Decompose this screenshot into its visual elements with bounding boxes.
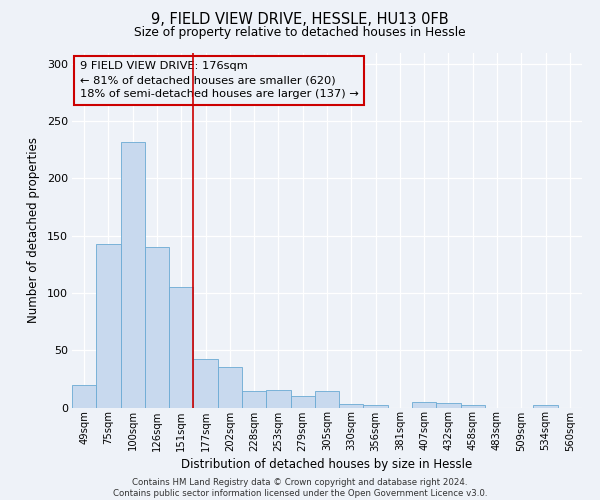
Bar (290, 396, 315, 407)
Bar (96, 244, 121, 408)
Bar (218, 368, 242, 408)
Text: 9 FIELD VIEW DRIVE: 176sqm
← 81% of detached houses are smaller (620)
18% of sem: 9 FIELD VIEW DRIVE: 176sqm ← 81% of deta… (80, 62, 358, 100)
Bar (533, 405, 558, 407)
Bar (364, 405, 388, 407)
Bar (169, 288, 193, 408)
Bar (339, 404, 364, 407)
Bar (315, 392, 339, 407)
Bar (193, 360, 218, 408)
Text: Size of property relative to detached houses in Hessle: Size of property relative to detached ho… (134, 26, 466, 39)
Text: Contains HM Land Registry data © Crown copyright and database right 2024.
Contai: Contains HM Land Registry data © Crown c… (113, 478, 487, 498)
X-axis label: Distribution of detached houses by size in Hessle: Distribution of detached houses by size … (181, 458, 473, 470)
Bar (412, 402, 436, 407)
Bar (436, 403, 461, 407)
Bar (242, 392, 266, 407)
Y-axis label: Number of detached properties: Number of detached properties (27, 137, 40, 323)
Bar (72, 384, 96, 407)
Bar (266, 390, 290, 407)
Text: 9, FIELD VIEW DRIVE, HESSLE, HU13 0FB: 9, FIELD VIEW DRIVE, HESSLE, HU13 0FB (151, 12, 449, 28)
Bar (121, 142, 145, 407)
Bar (145, 247, 169, 408)
Bar (461, 405, 485, 407)
